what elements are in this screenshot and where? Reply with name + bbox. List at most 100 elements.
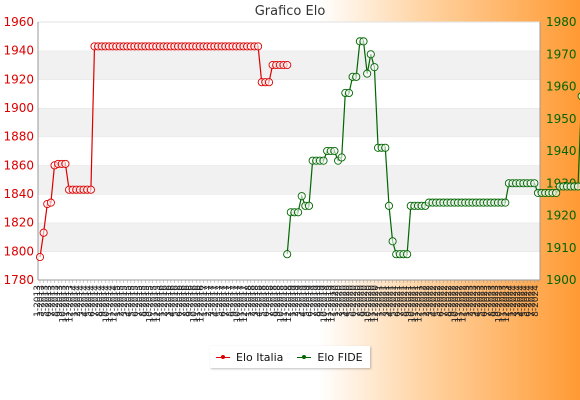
legend: Elo Italia Elo FIDE	[210, 346, 370, 368]
data-point	[319, 156, 328, 165]
data-point	[254, 42, 263, 51]
x-tick-label: 5-2021	[389, 285, 399, 317]
x-tick-label: 12-2022	[458, 285, 468, 323]
x-tick-label: 12-2016	[197, 285, 207, 323]
legend-item-elo-italia[interactable]: Elo Italia	[216, 351, 283, 364]
x-tick-label: 5-2014	[84, 285, 94, 317]
data-point	[381, 143, 390, 152]
left-tick-label: 1960	[3, 15, 34, 29]
axes	[37, 22, 541, 281]
left-tick-label: 1840	[3, 187, 34, 201]
x-tick-label: 7-2013	[48, 285, 58, 317]
x-tick-label: 6-2021	[393, 285, 403, 317]
x-tick-label: 10-2016	[189, 285, 199, 323]
data-point	[283, 250, 292, 259]
x-tick-label: 4-2014	[80, 285, 90, 317]
data-point	[39, 228, 48, 237]
x-tick-label: 1-2014	[69, 285, 79, 317]
left-axis-ticks: 1780 1800 1820 1840 1860 1880 1900 1920 1940 1960	[3, 15, 34, 287]
x-tick-label: 10-2020	[364, 285, 374, 323]
left-tick-label: 1780	[3, 273, 34, 287]
right-tick-label: 1950	[546, 112, 577, 126]
x-tick-label: 10-2013	[58, 285, 68, 323]
x-tick-label: 4-2020	[342, 285, 352, 317]
x-tick-label: 3-2013	[37, 285, 47, 317]
x-tick-label: 3-2019	[295, 285, 305, 317]
x-tick-label: 1-2023	[462, 285, 472, 317]
x-tick-label: 4-2024	[516, 285, 526, 317]
left-tick-label: 1880	[3, 130, 34, 144]
x-tick-label: 6-2017	[218, 285, 228, 317]
x-tick-label: 8-2013	[51, 285, 61, 317]
x-tick-label: 12-2021	[415, 285, 425, 323]
x-tick-label: 12-2014	[109, 285, 119, 323]
x-tick-label: 3-2024	[513, 285, 523, 317]
x-tick-label: 3-2023	[469, 285, 479, 317]
legend-swatch-green	[297, 354, 312, 359]
left-tick-label: 1820	[3, 216, 34, 230]
x-tick-label: 7-2024	[527, 285, 537, 317]
x-tick-label: 4-2021	[386, 285, 396, 317]
grid-band	[38, 108, 540, 137]
x-tick-label: 6-2015	[131, 285, 141, 317]
x-tick-label: 9-2014	[98, 285, 108, 317]
x-tick-label: 8-2020	[357, 285, 367, 317]
x-tick-label: 11-2023	[498, 285, 508, 323]
x-tick-label: 9-2017	[229, 285, 239, 317]
x-tick-label: 4-2019	[298, 285, 308, 317]
x-tick-label: 5-2013	[40, 285, 50, 317]
x-tick-label: 5-2017	[215, 285, 225, 317]
x-tick-label: 5-2015	[128, 285, 138, 317]
series-group	[35, 37, 580, 262]
x-tick-label: 8-2024	[531, 285, 541, 317]
x-tick-label: 7-2014	[91, 285, 101, 317]
series-elo-fide	[283, 37, 580, 259]
x-tick-label: 2-2020	[335, 285, 345, 317]
right-tick-label: 1960	[546, 80, 577, 94]
legend-swatch-red	[216, 354, 230, 359]
data-point	[403, 250, 412, 259]
x-tick-label: 1-2020	[331, 285, 341, 317]
x-tick-label: 11-2017	[237, 285, 247, 323]
x-tick-label: 2-2014	[73, 285, 83, 317]
data-point	[46, 198, 55, 207]
x-tick-label: 2-2018	[247, 285, 257, 317]
x-tick-label: 4-2023	[473, 285, 483, 317]
x-tick-label: 2-2019	[291, 285, 301, 317]
x-tick-label: 8-2014	[95, 285, 105, 317]
x-tick-label: 3-2018	[251, 285, 261, 317]
x-tick-label: 10-2021	[407, 285, 417, 323]
x-tick-label: 1-2018	[244, 285, 254, 317]
x-tick-label: 7-2019	[309, 285, 319, 317]
x-tick-label: 11-2016	[193, 285, 203, 323]
x-tick-label: 8-2023	[487, 285, 497, 317]
x-tick-label: 11-2013	[62, 285, 72, 323]
x-tick-label: 9-2013	[55, 285, 65, 317]
legend-label: Elo Italia	[236, 350, 284, 364]
x-tick-label: 1-2021	[375, 285, 385, 317]
x-tick-label: 10-2015	[146, 285, 156, 323]
x-tick-label: 12-2013	[66, 285, 76, 323]
x-tick-label: 9-2021	[404, 285, 414, 317]
x-tick-label: 12-2020	[371, 285, 381, 323]
data-point	[297, 192, 306, 201]
x-tick-label: 5-2020	[346, 285, 356, 317]
grid-band	[38, 194, 540, 223]
x-tick-label: 1-2019	[287, 285, 297, 317]
x-tick-label: 5-2018	[258, 285, 268, 317]
x-tick-label: 8-2016	[182, 285, 192, 317]
data-point	[35, 253, 45, 262]
x-tick-label: 7-2015	[135, 285, 145, 317]
x-tick-label: 11-2021	[411, 285, 421, 323]
data-point	[573, 182, 580, 191]
data-point	[366, 50, 375, 59]
x-tick-label: 7-2016	[178, 285, 188, 317]
x-tick-label: 11-2018	[280, 285, 290, 323]
right-axis-ticks: 190019101920193019401950196019701980	[546, 15, 577, 287]
legend-item-elo-fide[interactable]: Elo FIDE	[297, 351, 363, 364]
x-tick-label: 6-2016	[175, 285, 185, 317]
x-tick-label: 6-2023	[480, 285, 490, 317]
x-tick-label: 2-2017	[204, 285, 214, 317]
data-point	[283, 60, 292, 70]
data-point	[61, 159, 70, 168]
